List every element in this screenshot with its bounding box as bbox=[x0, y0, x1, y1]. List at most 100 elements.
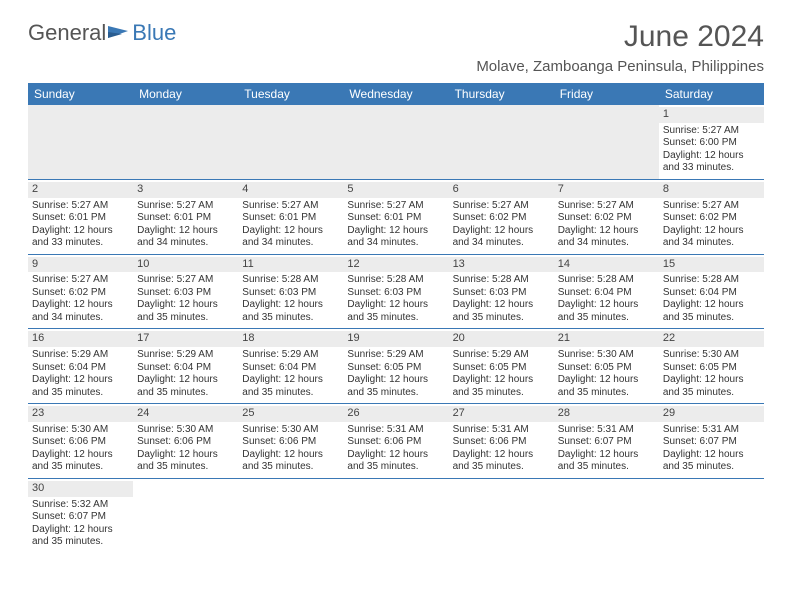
calendar-cell: 21Sunrise: 5:30 AMSunset: 6:05 PMDayligh… bbox=[554, 329, 659, 404]
calendar-cell: 11Sunrise: 5:28 AMSunset: 6:03 PMDayligh… bbox=[238, 254, 343, 329]
day-details: Sunrise: 5:29 AMSunset: 6:04 PMDaylight:… bbox=[242, 349, 339, 399]
calendar-cell: 20 Sunrise: 5:29 AMSunset: 6:05 PMDayligh… bbox=[449, 329, 554, 404]
weekday-header: Friday bbox=[554, 83, 659, 105]
day-details: Sunrise: 5:27 AMSunset: 6:02 PMDaylight:… bbox=[453, 200, 550, 250]
calendar-cell bbox=[449, 478, 554, 552]
weekday-header: Sunday bbox=[28, 83, 133, 105]
day-details: Sunrise: 5:28 AMSunset: 6:03 PMDaylight:… bbox=[453, 274, 550, 324]
day-number: 18 bbox=[238, 331, 343, 347]
day-number: 24 bbox=[133, 406, 238, 422]
day-number: 9 bbox=[28, 257, 133, 273]
header: General Blue June 2024 Molave, Zamboanga… bbox=[28, 20, 764, 75]
day-details: Sunrise: 5:29 AMSunset: 6:05 PMDaylight:… bbox=[347, 349, 444, 399]
calendar-cell: 26Sunrise: 5:31 AMSunset: 6:06 PMDayligh… bbox=[343, 404, 448, 479]
calendar-cell: 12Sunrise: 5:28 AMSunset: 6:03 PMDayligh… bbox=[343, 254, 448, 329]
day-details: Sunrise: 5:29 AMSunset: 6:05 PMDaylight:… bbox=[453, 349, 550, 399]
day-number: 20 bbox=[449, 331, 554, 347]
logo-flag-icon bbox=[108, 24, 130, 40]
day-number: 4 bbox=[238, 182, 343, 198]
weekday-header: Thursday bbox=[449, 83, 554, 105]
calendar-cell: 23Sunrise: 5:30 AMSunset: 6:06 PMDayligh… bbox=[28, 404, 133, 479]
day-details: Sunrise: 5:30 AMSunset: 6:06 PMDaylight:… bbox=[242, 424, 339, 474]
weekday-header: Saturday bbox=[659, 83, 764, 105]
calendar-cell: 30 Sunrise: 5:32 AMSunset: 6:07 PMDayligh… bbox=[28, 478, 133, 552]
calendar-cell: 27 Sunrise: 5:31 AMSunset: 6:06 PMDayligh… bbox=[449, 404, 554, 479]
calendar-row: 1Sunrise: 5:27 AMSunset: 6:00 PMDaylight… bbox=[28, 105, 764, 179]
location-text: Molave, Zamboanga Peninsula, Philippines bbox=[476, 58, 764, 75]
title-block: June 2024 Molave, Zamboanga Peninsula, P… bbox=[476, 20, 764, 75]
calendar-cell: 29 Sunrise: 5:31 AMSunset: 6:07 PMDayligh… bbox=[659, 404, 764, 479]
day-number: 23 bbox=[28, 406, 133, 422]
calendar-row: 2Sunrise: 5:27 AMSunset: 6:01 PMDaylight… bbox=[28, 179, 764, 254]
day-number: 8 bbox=[659, 182, 764, 198]
day-details: Sunrise: 5:29 AMSunset: 6:04 PMDaylight:… bbox=[32, 349, 129, 399]
day-details: Sunrise: 5:28 AMSunset: 6:04 PMDaylight:… bbox=[558, 274, 655, 324]
day-details: Sunrise: 5:29 AMSunset: 6:04 PMDaylight:… bbox=[137, 349, 234, 399]
calendar-cell: 3Sunrise: 5:27 AMSunset: 6:01 PMDaylight… bbox=[133, 179, 238, 254]
day-details: Sunrise: 5:27 AMSunset: 6:01 PMDaylight:… bbox=[137, 200, 234, 250]
weekday-header-row: Sunday Monday Tuesday Wednesday Thursday… bbox=[28, 83, 764, 105]
day-details: Sunrise: 5:30 AMSunset: 6:06 PMDaylight:… bbox=[137, 424, 234, 474]
day-number: 13 bbox=[449, 257, 554, 273]
logo-text-1: General bbox=[28, 20, 106, 46]
day-number: 19 bbox=[343, 331, 448, 347]
calendar-cell: 14Sunrise: 5:28 AMSunset: 6:04 PMDayligh… bbox=[554, 254, 659, 329]
calendar-cell: 8 Sunrise: 5:27 AMSunset: 6:02 PMDaylight… bbox=[659, 179, 764, 254]
day-details: Sunrise: 5:27 AMSunset: 6:01 PMDaylight:… bbox=[347, 200, 444, 250]
calendar-cell: 22 Sunrise: 5:30 AMSunset: 6:05 PMDayligh… bbox=[659, 329, 764, 404]
day-details: Sunrise: 5:27 AMSunset: 6:01 PMDaylight:… bbox=[32, 200, 129, 250]
calendar-cell bbox=[133, 105, 238, 179]
calendar-cell bbox=[554, 105, 659, 179]
day-details: Sunrise: 5:27 AMSunset: 6:03 PMDaylight:… bbox=[137, 274, 234, 324]
day-details: Sunrise: 5:31 AMSunset: 6:07 PMDaylight:… bbox=[558, 424, 655, 474]
day-number: 30 bbox=[28, 481, 133, 497]
calendar-table: Sunday Monday Tuesday Wednesday Thursday… bbox=[28, 83, 764, 553]
day-details: Sunrise: 5:31 AMSunset: 6:07 PMDaylight:… bbox=[663, 424, 760, 474]
calendar-cell: 2 Sunrise: 5:27 AMSunset: 6:01 PMDaylight… bbox=[28, 179, 133, 254]
day-details: Sunrise: 5:28 AMSunset: 6:04 PMDaylight:… bbox=[663, 274, 760, 324]
day-details: Sunrise: 5:30 AMSunset: 6:05 PMDaylight:… bbox=[558, 349, 655, 399]
calendar-cell: 13Sunrise: 5:28 AMSunset: 6:03 PMDayligh… bbox=[449, 254, 554, 329]
day-number: 22 bbox=[659, 331, 764, 347]
day-number: 2 bbox=[28, 182, 133, 198]
calendar-cell bbox=[449, 105, 554, 179]
calendar-body: 1Sunrise: 5:27 AMSunset: 6:00 PMDaylight… bbox=[28, 105, 764, 553]
day-number: 12 bbox=[343, 257, 448, 273]
calendar-page: General Blue June 2024 Molave, Zamboanga… bbox=[0, 0, 792, 573]
day-details: Sunrise: 5:27 AMSunset: 6:01 PMDaylight:… bbox=[242, 200, 339, 250]
weekday-header: Wednesday bbox=[343, 83, 448, 105]
day-number: 25 bbox=[238, 406, 343, 422]
day-details: Sunrise: 5:27 AMSunset: 6:00 PMDaylight:… bbox=[663, 125, 760, 175]
logo: General Blue bbox=[28, 20, 176, 46]
day-number: 11 bbox=[238, 257, 343, 273]
day-number: 17 bbox=[133, 331, 238, 347]
calendar-cell bbox=[343, 478, 448, 552]
weekday-header: Monday bbox=[133, 83, 238, 105]
day-number: 27 bbox=[449, 406, 554, 422]
calendar-cell bbox=[28, 105, 133, 179]
calendar-cell: 6Sunrise: 5:27 AMSunset: 6:02 PMDaylight… bbox=[449, 179, 554, 254]
day-details: Sunrise: 5:32 AMSunset: 6:07 PMDaylight:… bbox=[32, 499, 129, 549]
calendar-cell: 17 Sunrise: 5:29 AMSunset: 6:04 PMDayligh… bbox=[133, 329, 238, 404]
calendar-cell bbox=[659, 478, 764, 552]
calendar-row: 23Sunrise: 5:30 AMSunset: 6:06 PMDayligh… bbox=[28, 404, 764, 479]
calendar-cell: 16Sunrise: 5:29 AMSunset: 6:04 PMDayligh… bbox=[28, 329, 133, 404]
day-details: Sunrise: 5:27 AMSunset: 6:02 PMDaylight:… bbox=[32, 274, 129, 324]
day-details: Sunrise: 5:27 AMSunset: 6:02 PMDaylight:… bbox=[663, 200, 760, 250]
day-details: Sunrise: 5:31 AMSunset: 6:06 PMDaylight:… bbox=[453, 424, 550, 474]
page-title: June 2024 bbox=[476, 20, 764, 54]
day-number: 29 bbox=[659, 406, 764, 422]
calendar-cell: 5Sunrise: 5:27 AMSunset: 6:01 PMDaylight… bbox=[343, 179, 448, 254]
day-details: Sunrise: 5:30 AMSunset: 6:05 PMDaylight:… bbox=[663, 349, 760, 399]
day-number: 26 bbox=[343, 406, 448, 422]
calendar-cell bbox=[343, 105, 448, 179]
day-details: Sunrise: 5:27 AMSunset: 6:02 PMDaylight:… bbox=[558, 200, 655, 250]
calendar-cell: 15Sunrise: 5:28 AMSunset: 6:04 PMDayligh… bbox=[659, 254, 764, 329]
calendar-cell bbox=[554, 478, 659, 552]
calendar-cell: 9Sunrise: 5:27 AMSunset: 6:02 PMDaylight… bbox=[28, 254, 133, 329]
calendar-cell: 25 Sunrise: 5:30 AMSunset: 6:06 PMDayligh… bbox=[238, 404, 343, 479]
calendar-cell: 28Sunrise: 5:31 AMSunset: 6:07 PMDayligh… bbox=[554, 404, 659, 479]
calendar-row: 16Sunrise: 5:29 AMSunset: 6:04 PMDayligh… bbox=[28, 329, 764, 404]
day-details: Sunrise: 5:28 AMSunset: 6:03 PMDaylight:… bbox=[347, 274, 444, 324]
calendar-row: 30 Sunrise: 5:32 AMSunset: 6:07 PMDayligh… bbox=[28, 478, 764, 552]
